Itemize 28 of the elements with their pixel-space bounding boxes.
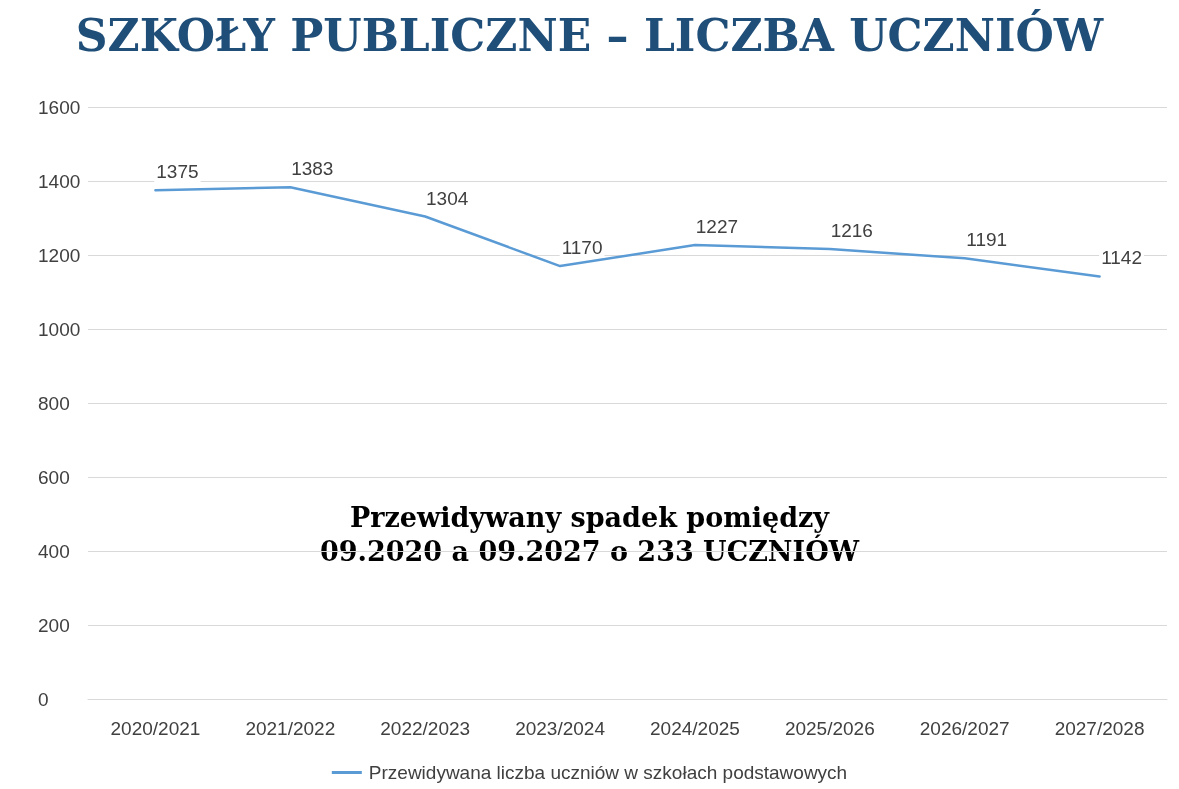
x-tick-label: 2022/2023: [380, 718, 471, 739]
x-tick-label: 2027/2028: [1054, 718, 1145, 739]
line-series: [154, 186, 1101, 278]
data-label: 1216: [830, 220, 873, 242]
y-tick-label: 1200: [38, 244, 81, 266]
y-tick-label: 1400: [38, 170, 81, 192]
data-label: 1170: [561, 237, 603, 259]
data-label: 1142: [1101, 247, 1142, 269]
data-label: 1383: [291, 158, 334, 180]
y-tick-label: 400: [38, 540, 70, 562]
data-label: 1375: [156, 161, 199, 183]
y-tick-label: 200: [38, 614, 70, 636]
chart-title: SZKOŁY PUBLICZNE – LICZBA UCZNIÓW: [75, 8, 1104, 61]
x-tick-label: 2020/2021: [110, 718, 201, 739]
x-tick-label: 2025/2026: [784, 718, 875, 739]
y-tick-label: 600: [38, 466, 70, 488]
data-label: 1227: [695, 216, 739, 238]
legend-label: Przewidywana liczba uczniów w szkołach podstawowych: [368, 762, 848, 783]
y-tick-label: 1000: [38, 318, 81, 340]
data-label: 1191: [966, 229, 1008, 251]
x-tick-label: 2023/2024: [515, 718, 606, 739]
y-tick-label: 0: [38, 688, 49, 710]
x-tick-label: 2021/2022: [245, 718, 336, 739]
y-tick-label: 800: [38, 392, 70, 414]
x-tick-label: 2024/2025: [650, 718, 740, 739]
y-tick-label: 1600: [38, 96, 81, 118]
data-label: 1304: [426, 187, 469, 209]
x-tick-label: 2026/2027: [919, 718, 1010, 739]
